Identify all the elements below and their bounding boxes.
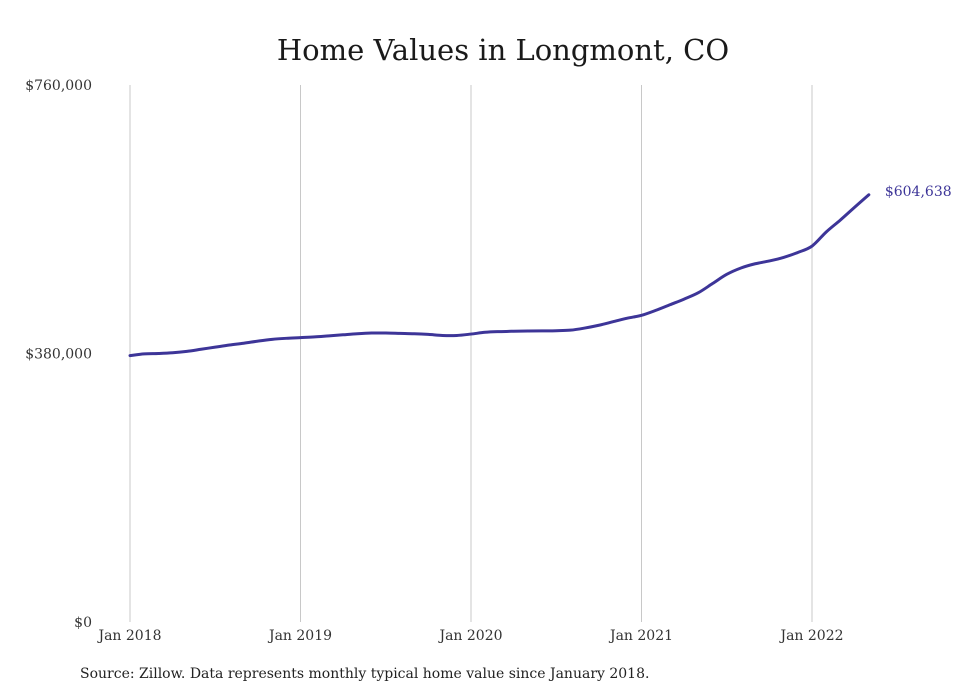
- y-tick-label: $380,000: [25, 347, 92, 363]
- x-axis-ticks: Jan 2018 Jan 2019 Jan 2020 Jan 2021 Jan 2022: [96, 628, 843, 644]
- x-tick-label: Jan 2020: [437, 628, 502, 644]
- chart-title: Home Values in Longmont, CO: [277, 33, 729, 67]
- gridlines: [129, 85, 813, 622]
- y-tick-label: $0: [74, 615, 92, 631]
- y-tick-label: $760,000: [25, 78, 92, 94]
- series-layer: [128, 193, 871, 358]
- source-note: Source: Zillow. Data represents monthly …: [80, 666, 650, 682]
- x-tick-label: Jan 2019: [267, 628, 332, 644]
- x-tick-label: Jan 2021: [608, 628, 673, 644]
- x-tick-label: Jan 2018: [96, 628, 161, 644]
- end-value-label: $604,638: [885, 184, 952, 200]
- home-value-line: [128, 193, 871, 358]
- y-axis-ticks: $0 $380,000 $760,000: [25, 78, 92, 631]
- x-tick-label: Jan 2022: [778, 628, 843, 644]
